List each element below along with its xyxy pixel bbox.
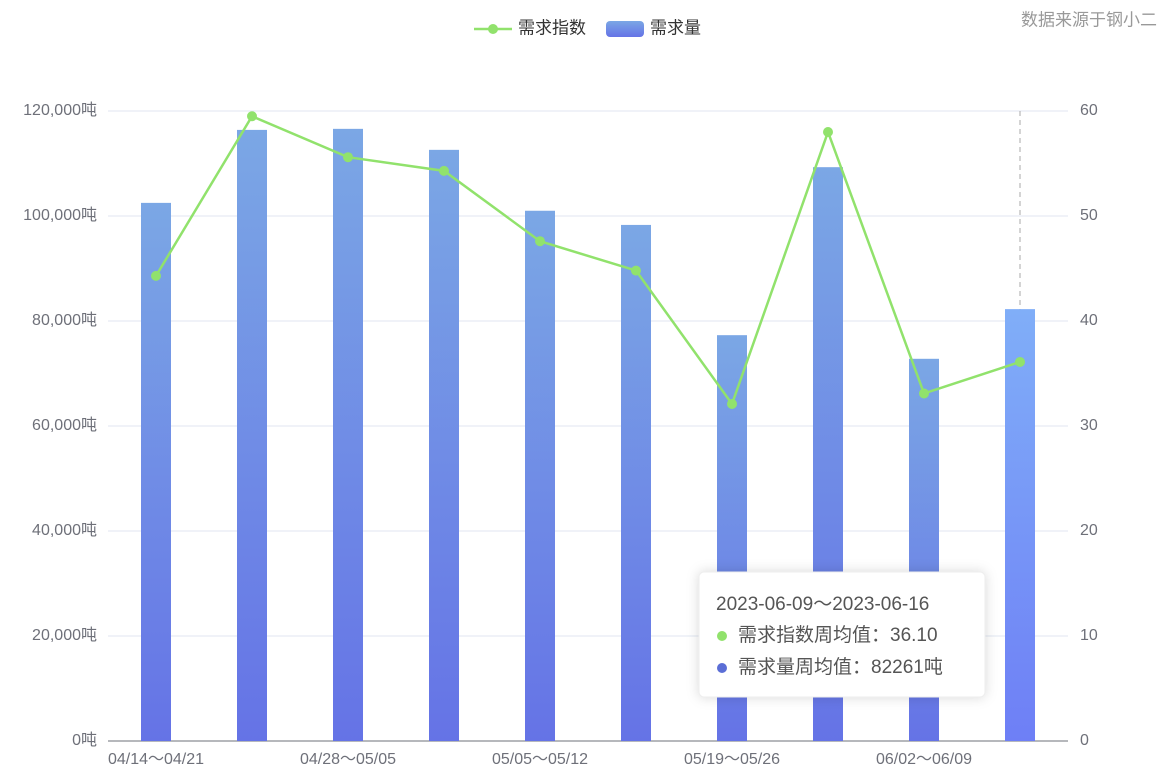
line-point <box>727 398 737 409</box>
tooltip-value: 36.10 <box>890 625 938 646</box>
tooltip: 2023-06-09～2023-06-16 需求指数周均值：36.10 需求量周均值… <box>698 571 986 698</box>
y2-tick-label: 60 <box>1080 102 1098 119</box>
y2-tick-label: 0 <box>1080 732 1089 749</box>
y-tick-label: 80,000吨 <box>32 311 97 329</box>
line-point <box>439 165 449 176</box>
line <box>154 114 1021 407</box>
tooltip-label: 需求指数周均值： <box>738 624 890 646</box>
bar <box>333 128 363 742</box>
source-note: 数据来源于钢小二 <box>1021 10 1157 29</box>
legend-label: 需求指数 <box>518 18 586 37</box>
y2-tick-label: 40 <box>1080 312 1098 329</box>
line-point <box>343 152 353 163</box>
tooltip-box <box>698 571 986 698</box>
line-point <box>1015 356 1025 367</box>
legend-swatch <box>606 21 644 37</box>
tooltip-row: 需求指数周均值：36.10 <box>738 624 938 646</box>
x-tick-label: 06/02～06/09 <box>876 751 972 768</box>
y2-tick-label: 10 <box>1080 627 1098 644</box>
line-point <box>823 127 833 137</box>
x-tick-label: 05/05～05/12 <box>492 751 588 768</box>
y-tick-label: 40,000吨 <box>32 521 97 539</box>
tooltip-row: 需求量周均值：82261吨 <box>738 656 943 678</box>
bar <box>525 210 555 741</box>
x-tick-label: 05/19～05/26 <box>684 751 780 768</box>
bar <box>621 224 651 742</box>
bar <box>1005 309 1035 741</box>
y-tick-label: 120,000吨 <box>23 101 97 119</box>
y-tick-label: 60,000吨 <box>32 416 97 434</box>
x-tick-label: 04/14～04/21 <box>108 751 204 768</box>
tooltip-title: 2023-06-09～2023-06-16 <box>716 594 929 615</box>
y-tick-label: 0吨 <box>72 731 97 749</box>
y2-tick-label: 20 <box>1080 522 1098 539</box>
bar <box>237 129 267 741</box>
line-point <box>247 111 257 122</box>
tooltip-label: 需求量周均值： <box>738 656 871 678</box>
line-point <box>631 265 641 276</box>
legend-label: 需求量 <box>650 18 701 37</box>
line-point <box>151 270 161 281</box>
line-point <box>535 236 545 247</box>
y2-tick-label: 50 <box>1080 207 1098 224</box>
x-tick-label: 04/28～05/05 <box>300 751 396 768</box>
y-tick-label: 100,000吨 <box>23 206 97 224</box>
line-point <box>919 388 929 399</box>
tooltip-value: 82261吨 <box>871 656 943 678</box>
tooltip-dot <box>717 663 727 673</box>
y-tick-label: 20,000吨 <box>32 626 97 644</box>
bar <box>429 149 459 742</box>
y2-tick-label: 30 <box>1080 417 1098 434</box>
legend-dot <box>488 24 498 34</box>
bar <box>141 202 171 741</box>
tooltip-dot <box>717 631 727 641</box>
